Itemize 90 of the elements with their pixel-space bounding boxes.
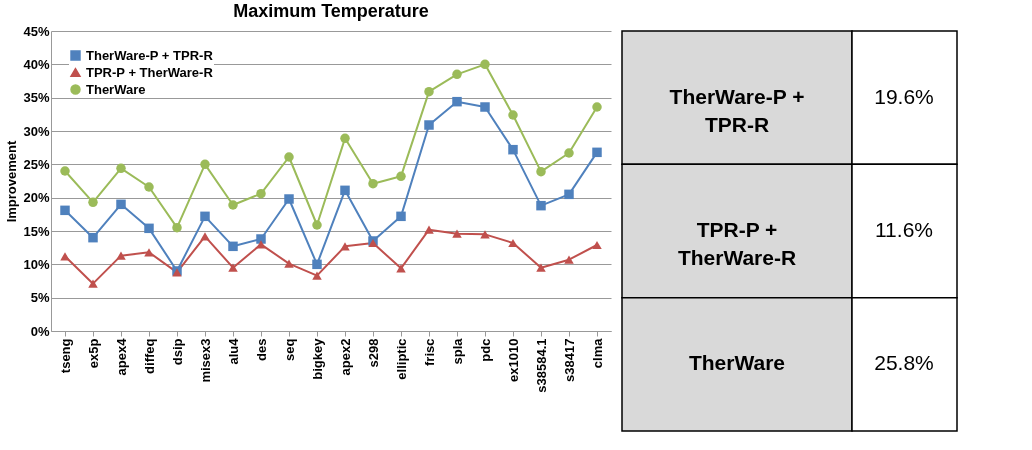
point: [452, 96, 462, 107]
x-tick-label: apex4: [113, 337, 129, 376]
point: [256, 188, 266, 199]
point: [172, 222, 182, 233]
point: [60, 166, 70, 176]
x-tick-label: alu4: [225, 337, 241, 365]
y-tick-label: 15%: [23, 223, 50, 239]
point: [592, 240, 602, 250]
x-tick-label: s38417: [561, 338, 577, 382]
legend-label: TherWare-P + TPR-R: [86, 47, 214, 63]
point: [312, 220, 322, 230]
point: [480, 59, 490, 70]
y-tick-label: 35%: [23, 90, 50, 106]
x-tick-label: ex5p: [85, 338, 101, 369]
x-tick-label: pdc: [477, 338, 493, 362]
point: [116, 163, 126, 174]
category-label: TherWare-P + TPR-R: [669, 84, 805, 136]
point: [564, 255, 574, 264]
point: [536, 200, 546, 211]
point: [592, 102, 602, 112]
point: [452, 229, 462, 238]
y-tick-label: 40%: [23, 56, 50, 72]
text: 25.8%: [874, 351, 934, 375]
x-tick-label: dsip: [169, 338, 185, 366]
point: [536, 166, 546, 177]
point: [424, 225, 434, 234]
x-tick-label: frisc: [421, 338, 437, 366]
point: [88, 197, 98, 208]
point: [340, 133, 350, 144]
point: [284, 194, 294, 204]
point: [228, 263, 238, 272]
point: [312, 259, 322, 270]
y-tick-label: 25%: [23, 156, 50, 172]
point: [368, 178, 378, 189]
point: [116, 251, 126, 260]
point: [564, 148, 574, 158]
category-label: TPR-P + TherWare-R: [677, 218, 797, 269]
text: 11.6%: [875, 218, 933, 241]
point: [200, 159, 210, 170]
category-label: TherWare: [688, 351, 786, 375]
chart-title: Maximum Temperature: [233, 1, 429, 21]
text: 19.6%: [874, 84, 934, 108]
y-tick-label: 30%: [23, 123, 50, 139]
y-tick-label: 0%: [30, 323, 50, 339]
x-tick-label: misex3: [197, 338, 213, 383]
x-tick-label: diffeq: [141, 338, 157, 374]
point: [424, 86, 434, 97]
x-tick-label: s298: [365, 338, 381, 368]
point: [424, 120, 434, 130]
point: [256, 234, 266, 244]
x-tick-label: clma: [589, 337, 605, 369]
point: [228, 200, 238, 210]
point: [144, 182, 154, 192]
point: [116, 199, 126, 210]
legend-label: TPR-P + TherWare-R: [86, 64, 214, 80]
point: [88, 232, 98, 243]
y-tick-label: 20%: [23, 190, 50, 206]
point: [564, 189, 574, 200]
point: [396, 211, 406, 222]
x-tick-label: seq: [281, 338, 297, 361]
point: [508, 144, 518, 155]
x-tick-label: s38584.1: [533, 338, 549, 393]
point: [340, 185, 350, 196]
point: [480, 102, 490, 112]
point: [452, 69, 462, 80]
point: [396, 171, 406, 182]
x-tick-label: ex1010: [505, 338, 521, 382]
point: [508, 110, 518, 120]
point: [592, 147, 602, 158]
x-tick-label: tseng: [57, 338, 73, 374]
x-tick-label: elliptic: [393, 338, 409, 380]
point: [284, 152, 294, 162]
x-tick-label: spla: [449, 337, 465, 365]
y-axis-title: Improvement: [4, 140, 20, 223]
x-tick-label: bigkey: [309, 337, 325, 380]
y-tick-label: 45%: [23, 23, 50, 39]
point: [144, 223, 154, 234]
y-tick-label: 5%: [30, 290, 50, 306]
point: [228, 241, 238, 252]
point: [508, 238, 518, 248]
legend-label: TherWare: [86, 81, 146, 97]
point: [200, 211, 210, 222]
y-tick-label: 10%: [23, 256, 50, 272]
point: [60, 205, 70, 216]
x-tick-label: des: [253, 338, 269, 361]
point: [88, 279, 98, 288]
point: [536, 263, 546, 272]
point: [284, 259, 294, 268]
x-tick-label: apex2: [337, 338, 353, 376]
point: [312, 271, 322, 280]
